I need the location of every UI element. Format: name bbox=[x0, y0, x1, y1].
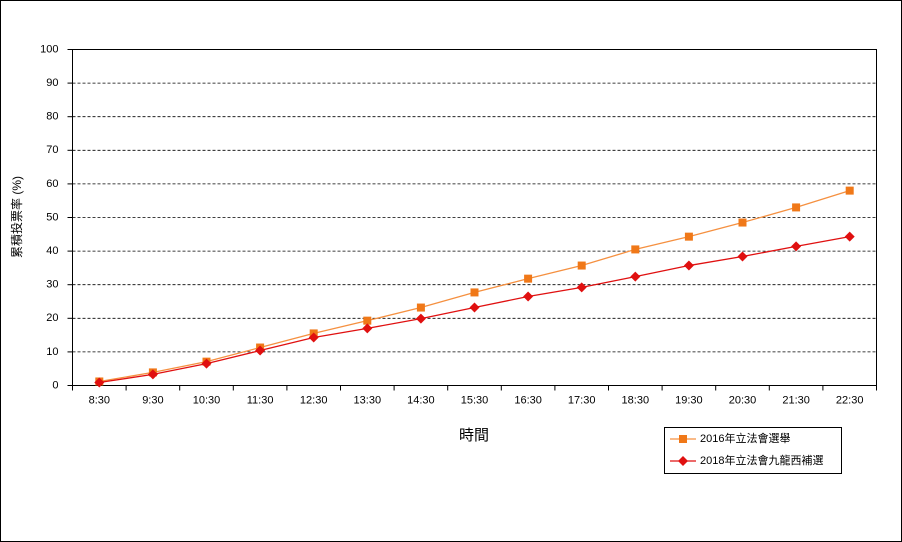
data-point bbox=[308, 332, 319, 343]
data-point bbox=[469, 302, 480, 313]
data-point bbox=[576, 282, 587, 293]
x-tick-label: 17:30 bbox=[568, 394, 596, 406]
x-tick-label: 18:30 bbox=[622, 394, 650, 406]
data-point bbox=[845, 186, 854, 195]
y-axis-title: 累積投票率 (%) bbox=[9, 176, 24, 258]
x-tick-label: 20:30 bbox=[729, 394, 757, 406]
y-tick-label: 100 bbox=[40, 43, 58, 55]
data-point bbox=[791, 241, 802, 252]
data-point bbox=[147, 369, 158, 380]
data-point bbox=[415, 313, 426, 324]
x-tick-label: 14:30 bbox=[407, 394, 435, 406]
data-point bbox=[631, 245, 640, 254]
data-point bbox=[363, 316, 372, 325]
y-tick-label: 80 bbox=[46, 111, 58, 123]
data-point bbox=[684, 232, 693, 241]
x-tick-label: 10:30 bbox=[193, 394, 221, 406]
legend-label: 2016年立法會選舉 bbox=[700, 431, 790, 445]
legend: 2016年立法會選舉 2018年立法會九龍西補選 bbox=[664, 427, 842, 474]
x-tick-label: 15:30 bbox=[461, 394, 489, 406]
data-point bbox=[792, 203, 801, 212]
y-tick-label: 30 bbox=[46, 279, 58, 291]
x-tick-label: 8:30 bbox=[89, 394, 110, 406]
data-point bbox=[416, 303, 425, 312]
data-point bbox=[737, 251, 748, 262]
y-tick-label: 70 bbox=[46, 144, 58, 156]
y-tick-label: 60 bbox=[46, 178, 58, 190]
x-tick-label: 11:30 bbox=[247, 394, 274, 406]
y-tick-label: 0 bbox=[52, 379, 58, 391]
y-tick-label: 40 bbox=[46, 245, 58, 257]
y-tick-label: 20 bbox=[46, 312, 58, 324]
legend-box bbox=[664, 427, 842, 474]
data-point bbox=[470, 288, 479, 297]
data-point bbox=[362, 323, 373, 334]
legend-marker bbox=[678, 456, 688, 466]
data-point bbox=[524, 274, 533, 283]
y-tick-label: 50 bbox=[46, 211, 58, 223]
data-point bbox=[577, 261, 586, 270]
data-point bbox=[201, 358, 212, 369]
y-tick-label: 10 bbox=[46, 346, 58, 358]
data-point bbox=[844, 231, 855, 242]
data-point bbox=[738, 218, 747, 227]
x-tick-label: 12:30 bbox=[300, 394, 328, 406]
data-point bbox=[255, 345, 266, 356]
data-point bbox=[630, 271, 641, 282]
legend-label: 2018年立法會九龍西補選 bbox=[700, 453, 823, 467]
y-tick-label: 90 bbox=[46, 77, 58, 89]
data-point bbox=[94, 377, 105, 388]
x-tick-label: 16:30 bbox=[514, 394, 542, 406]
x-tick-label: 21:30 bbox=[782, 394, 810, 406]
legend-marker bbox=[679, 435, 687, 443]
data-point bbox=[683, 260, 694, 271]
data-point bbox=[523, 291, 534, 302]
x-tick-label: 22:30 bbox=[836, 394, 864, 406]
x-axis-title: 時間 bbox=[459, 427, 489, 444]
x-tick-label: 13:30 bbox=[354, 394, 382, 406]
x-tick-label: 9:30 bbox=[142, 394, 163, 406]
x-tick-label: 19:30 bbox=[675, 394, 703, 406]
